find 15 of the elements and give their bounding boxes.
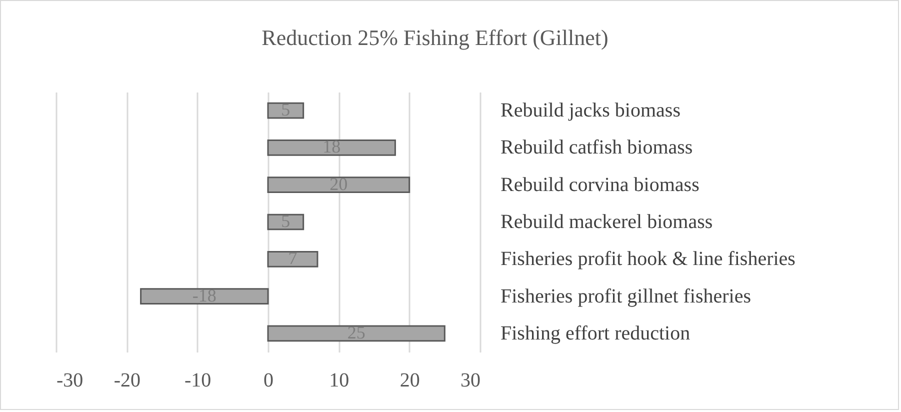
y-tick-label: Rebuild mackerel biomass [500, 211, 713, 233]
x-tick-label: 30 [460, 370, 480, 392]
x-tick-label: 20 [400, 370, 420, 392]
x-tick-label: -10 [184, 370, 212, 392]
y-tick-label: Rebuild corvina biomass [500, 174, 700, 196]
x-tick-label: -30 [56, 370, 84, 392]
y-tick-label: Fisheries profit hook & line fisheries [500, 248, 796, 270]
chart-title: Reduction 25% Fishing Effort (Gillnet) [262, 25, 608, 50]
y-tick-label: Fishing effort reduction [500, 322, 690, 344]
y-tick-label: Rebuild catfish biomass [500, 136, 693, 159]
x-tick-label: -20 [114, 370, 141, 392]
x-tick-label: 10 [329, 370, 350, 392]
y-tick-label: Rebuild jacks biomass [500, 100, 681, 122]
y-tick-label: Fisheries profit gillnet fisheries [500, 285, 752, 308]
x-tick-label: 0 [264, 370, 274, 392]
